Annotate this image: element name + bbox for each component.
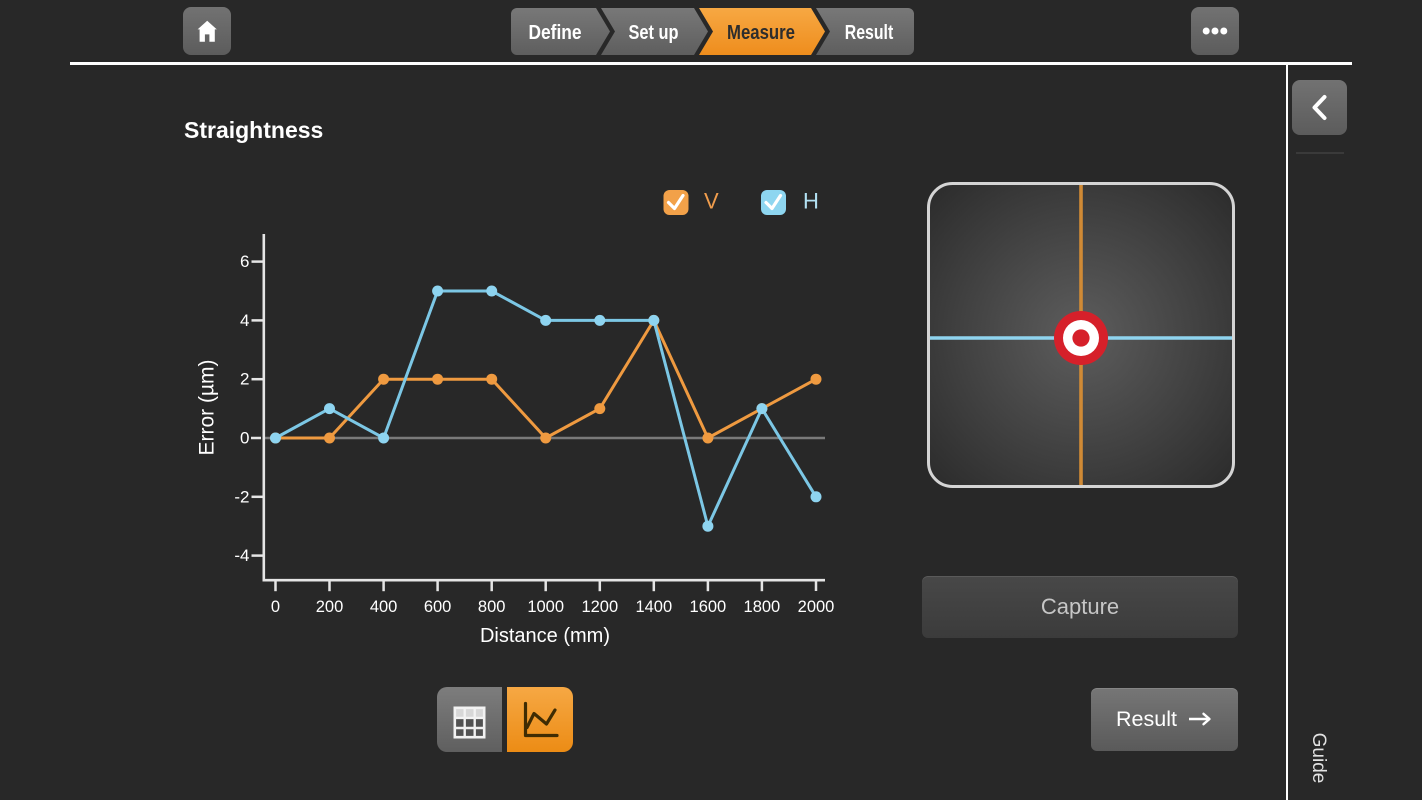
svg-text:0: 0 — [271, 598, 280, 616]
svg-text:1200: 1200 — [581, 598, 618, 616]
svg-text:H: H — [803, 189, 819, 214]
svg-text:Error (µm): Error (µm) — [196, 359, 219, 455]
svg-text:1400: 1400 — [635, 598, 672, 616]
svg-text:4: 4 — [240, 311, 249, 330]
svg-text:0: 0 — [240, 429, 249, 448]
svg-text:Distance (mm): Distance (mm) — [480, 625, 610, 647]
svg-text:2000: 2000 — [798, 598, 835, 616]
svg-text:Define: Define — [529, 22, 582, 44]
svg-text:-4: -4 — [234, 546, 249, 565]
svg-text:1000: 1000 — [527, 598, 564, 616]
svg-text:Set up: Set up — [629, 22, 679, 44]
svg-text:400: 400 — [370, 598, 398, 616]
svg-text:Result: Result — [845, 22, 894, 44]
svg-text:200: 200 — [316, 598, 344, 616]
svg-text:1800: 1800 — [744, 598, 781, 616]
svg-text:600: 600 — [424, 598, 452, 616]
svg-text:Measure: Measure — [727, 22, 795, 44]
svg-text:-2: -2 — [234, 487, 249, 506]
svg-text:2: 2 — [240, 370, 249, 389]
svg-text:800: 800 — [478, 598, 506, 616]
svg-text:6: 6 — [240, 252, 249, 271]
svg-text:V: V — [704, 189, 719, 214]
svg-text:1600: 1600 — [690, 598, 727, 616]
